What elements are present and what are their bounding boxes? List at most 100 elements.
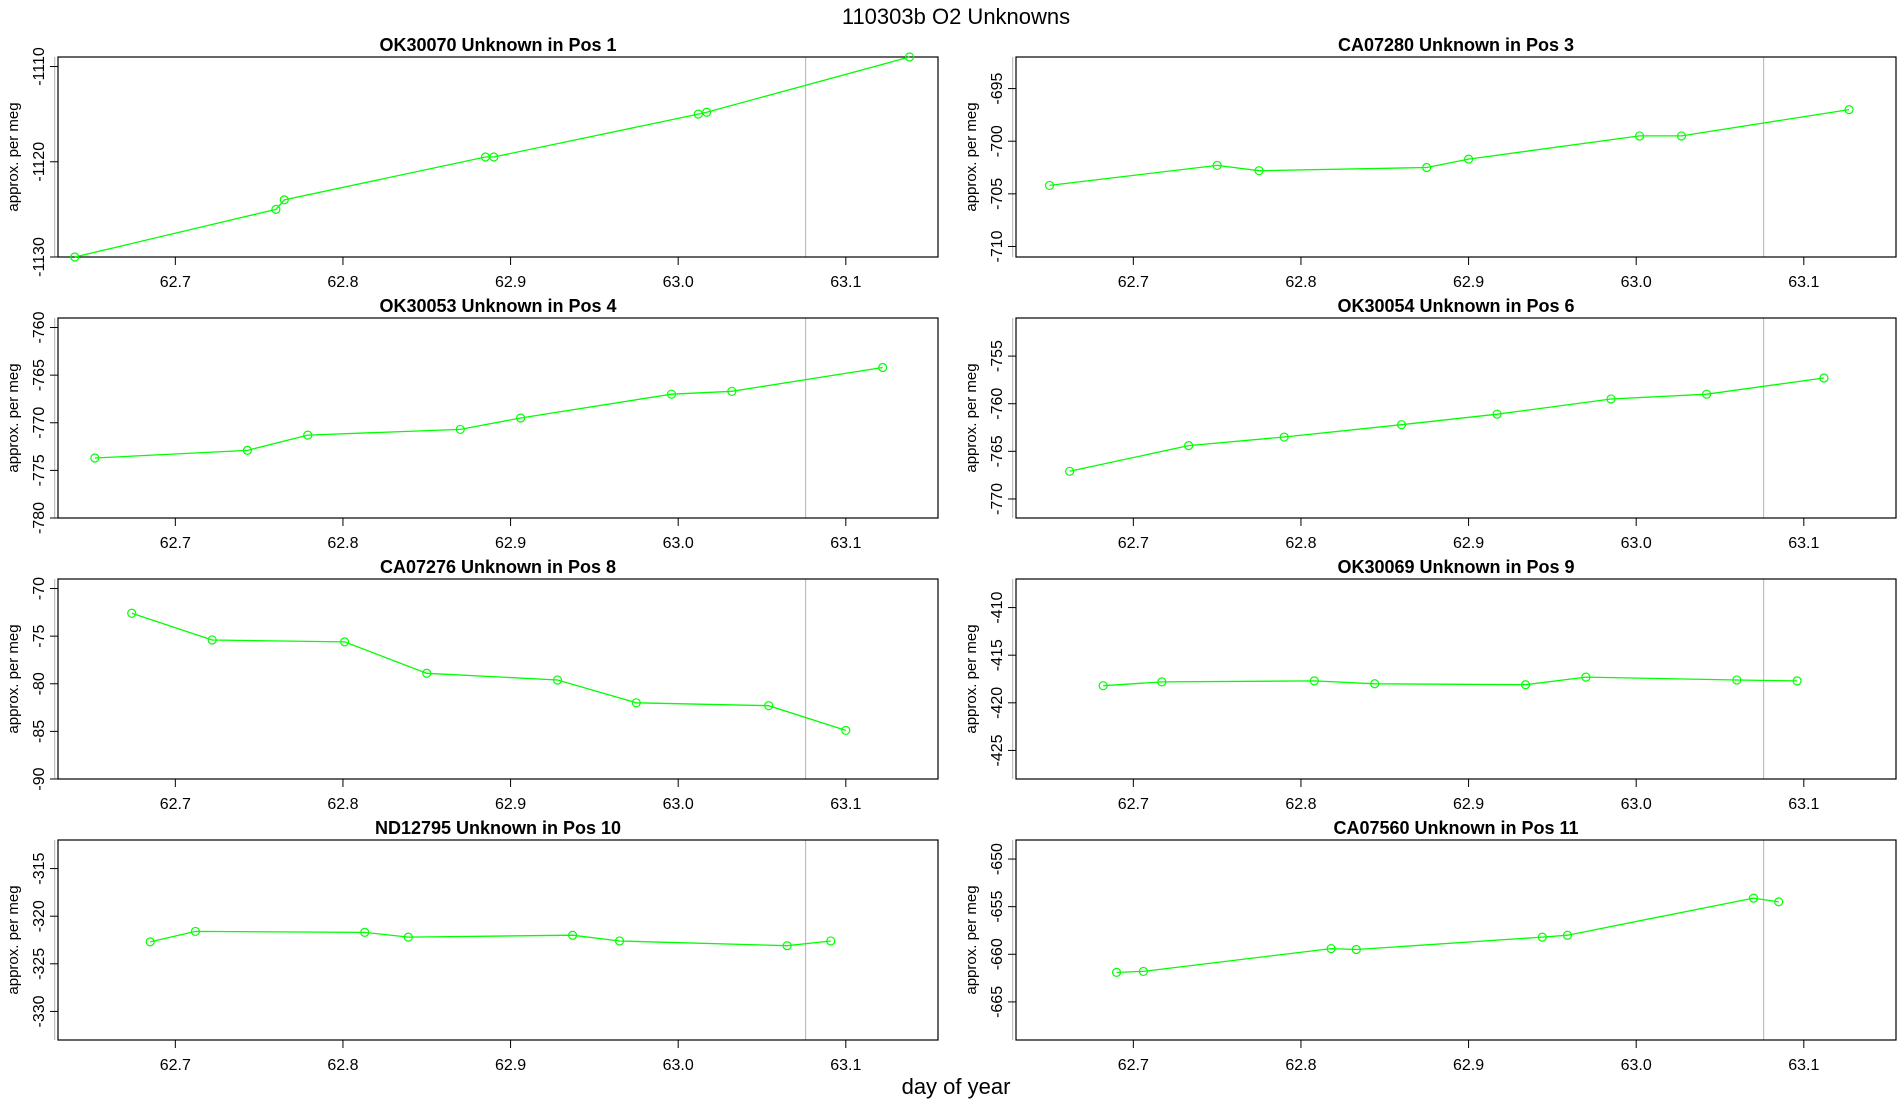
data-point [1065, 466, 1075, 476]
x-tick-label: 62.9 [495, 1057, 526, 1074]
x-tick-label: 62.8 [1285, 1057, 1316, 1074]
x-tick-label: 63.0 [663, 796, 694, 813]
data-point [340, 637, 350, 647]
series-line [1069, 377, 1824, 472]
data-point [127, 608, 137, 618]
x-tick-label: 63.0 [663, 535, 694, 552]
data-point [1279, 432, 1289, 442]
plot-frame [1015, 578, 1897, 780]
data-point [1844, 105, 1854, 115]
y-tick-label: -325 [31, 948, 48, 980]
data-point [1492, 409, 1502, 419]
data-point [1634, 131, 1645, 141]
x-tick-label: 62.8 [1285, 274, 1316, 291]
x-tick-label: 62.9 [1453, 796, 1484, 813]
y-tick-label: -755 [989, 340, 1006, 372]
y-axis-label: approx. per meg [963, 624, 980, 733]
panel: OK30053 Unknown in Pos 4 62.7 62.8 62.9 63.0… [5, 296, 939, 552]
data-point [841, 725, 851, 736]
data-point [1212, 160, 1222, 171]
y-axis-label: approx. per meg [5, 363, 22, 472]
y-axis-label: approx. per meg [5, 624, 22, 733]
x-tick-label: 63.1 [1788, 274, 1819, 291]
plot-frame [57, 578, 939, 780]
figure-x-axis-label: day of year [902, 1074, 1011, 1099]
data-point [489, 152, 499, 162]
data-point [1370, 679, 1380, 689]
panel-title: OK30053 Unknown in Pos 4 [379, 296, 616, 316]
data-point [403, 932, 413, 942]
y-tick-label: -425 [989, 734, 1006, 766]
data-point [878, 362, 888, 373]
y-tick-label: -315 [31, 852, 48, 884]
y-tick-label: -695 [989, 72, 1006, 104]
data-point [1044, 180, 1055, 191]
y-tick-label: -75 [31, 624, 48, 647]
data-point [631, 698, 641, 708]
data-point [1581, 672, 1591, 682]
data-point [207, 635, 217, 645]
x-tick-label: 62.8 [1285, 535, 1316, 552]
panel-title: OK30054 Unknown in Pos 6 [1337, 296, 1574, 316]
data-point [279, 195, 289, 205]
x-tick-label: 62.9 [1453, 535, 1484, 552]
data-point [1792, 676, 1802, 686]
y-tick-label: -710 [989, 230, 1006, 262]
data-point [1254, 166, 1264, 176]
series-line [1049, 108, 1850, 187]
x-tick-label: 62.8 [327, 796, 358, 813]
x-tick-label: 63.0 [1621, 535, 1652, 552]
y-tick-label: -85 [31, 720, 48, 743]
x-tick-label: 62.7 [1118, 1057, 1149, 1074]
data-point [666, 389, 677, 399]
data-point [1748, 893, 1759, 903]
panel-title: CA07560 Unknown in Pos 11 [1333, 818, 1578, 838]
y-tick-label: -70 [31, 577, 48, 600]
x-tick-label: 62.9 [495, 796, 526, 813]
x-tick-label: 63.1 [830, 274, 861, 291]
x-tick-label: 63.0 [663, 274, 694, 291]
data-point [516, 413, 526, 423]
panel: CA07276 Unknown in Pos 8 62.7 62.8 62.9 63.0… [5, 557, 939, 813]
data-point [90, 453, 100, 463]
data-point [455, 424, 465, 435]
y-tick-label: -1120 [31, 142, 48, 182]
data-point [1111, 967, 1122, 977]
data-point [360, 927, 370, 937]
y-tick-label: -410 [989, 591, 1006, 623]
data-point [1774, 897, 1784, 907]
y-tick-label: -1110 [31, 47, 48, 86]
data-point [782, 941, 792, 951]
x-tick-label: 63.1 [1788, 1057, 1819, 1074]
y-tick-label: -765 [989, 435, 1006, 467]
x-tick-label: 62.9 [495, 274, 526, 291]
x-tick-label: 62.7 [1118, 274, 1149, 291]
data-point [303, 430, 313, 440]
y-tick-label: -330 [31, 995, 48, 1027]
series-line [1103, 676, 1798, 687]
plot-frame [57, 839, 939, 1041]
data-point [1520, 680, 1531, 690]
data-point [693, 109, 703, 119]
y-tick-label: -765 [31, 359, 48, 391]
y-tick-label: -655 [989, 891, 1006, 923]
data-point [1138, 966, 1148, 977]
data-point [1701, 389, 1712, 399]
series-line [94, 366, 883, 459]
y-tick-label: -775 [31, 454, 48, 486]
x-tick-label: 63.1 [1788, 796, 1819, 813]
panel: ND12795 Unknown in Pos 10 62.7 62.8 62.9 63.… [5, 818, 939, 1074]
x-tick-label: 62.7 [1118, 796, 1149, 813]
plot-frame [1015, 56, 1897, 258]
series-line [74, 56, 910, 258]
x-tick-label: 62.8 [327, 535, 358, 552]
x-tick-label: 62.9 [1453, 274, 1484, 291]
data-point [1819, 373, 1829, 383]
y-tick-label: -700 [989, 125, 1006, 157]
y-tick-label: -660 [989, 938, 1006, 970]
x-tick-label: 63.1 [830, 535, 861, 552]
series-line [131, 612, 846, 732]
x-tick-label: 62.8 [1285, 796, 1316, 813]
data-point [702, 107, 712, 117]
